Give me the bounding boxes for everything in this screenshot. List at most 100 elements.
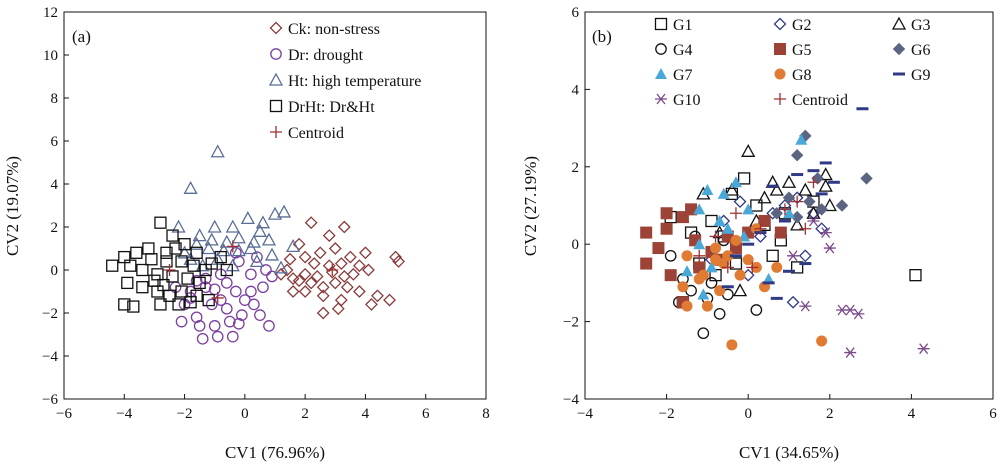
point-a-ck-9: [359, 246, 372, 260]
point-b-g10-0: [823, 242, 836, 254]
point-a-ck-4: [313, 246, 327, 260]
point-b-g6-0: [790, 148, 804, 162]
point-a-drht-18: [136, 281, 149, 294]
point-a-ht-23: [285, 238, 301, 253]
legend-b: G1 G2 G3 G4 G5 G6 G7 G8 G9 G10 Centroid: [654, 16, 931, 109]
point-a-ht-6: [252, 223, 268, 237]
y-tick-label-a-4: 2: [51, 220, 59, 236]
scatter-points-a: [106, 144, 406, 345]
point-b-g5-15: [685, 203, 698, 216]
point-a-dr-17: [226, 330, 239, 343]
point-a-drht-17: [121, 276, 134, 290]
point-b-g2-7: [754, 230, 767, 243]
point-a-ck-20: [352, 285, 366, 298]
point-b-centroid-8: [799, 222, 812, 235]
point-a-drht-36: [205, 257, 218, 270]
point-b-g5-5: [664, 269, 677, 282]
point-b-g3-8: [822, 198, 837, 212]
point-a-ht-7: [267, 206, 283, 220]
point-b-g6-6: [835, 199, 849, 212]
point-a-drht-9: [160, 255, 173, 268]
point-a-ck-24: [316, 289, 330, 303]
legend-label-b-g4: G4: [673, 42, 693, 59]
point-b-g1-0: [737, 172, 751, 185]
point-b-g8-19: [710, 254, 722, 266]
legend-marker-b-g5: [774, 43, 786, 55]
point-a-ck-36: [292, 274, 306, 288]
legend-marker-a-dr: [270, 48, 282, 60]
point-b-g8-13: [726, 339, 738, 351]
point-a-dr-33: [248, 298, 260, 311]
point-a-drht-25: [154, 298, 167, 311]
point-a-dr-9: [254, 309, 266, 321]
legend-label-a-ht: Ht: high temperature: [288, 73, 421, 90]
point-a-centroid-1: [211, 291, 224, 304]
point-a-drht-32: [148, 274, 161, 287]
point-b-g5-0: [640, 226, 653, 239]
point-b-g5-1: [660, 222, 673, 235]
point-a-ht-10: [243, 241, 258, 255]
point-b-g8-7: [681, 250, 693, 262]
legend-label-b-g8: G8: [792, 67, 812, 84]
point-b-g3-14: [732, 283, 748, 297]
point-b-g7-0: [795, 133, 808, 145]
legend-label-b-g9: G9: [911, 67, 931, 84]
point-a-drht-30: [220, 263, 233, 277]
point-b-g7-11: [762, 273, 775, 285]
point-a-ck-11: [334, 257, 348, 270]
x-tick-label-a-3: 0: [241, 406, 249, 422]
point-a-ht-5: [192, 228, 207, 242]
point-b-g8-8: [730, 234, 742, 246]
point-a-ck-7: [283, 252, 297, 266]
point-b-g7-13: [693, 238, 706, 250]
legend-marker-b-centroid: [774, 93, 786, 105]
point-a-ck-38: [337, 270, 351, 283]
point-b-g4-10: [750, 304, 763, 316]
legend-label-b-g1: G1: [673, 17, 693, 34]
point-a-dr-12: [208, 320, 221, 332]
point-b-g8-12: [677, 281, 689, 293]
point-a-ck-39: [307, 257, 321, 270]
legend-label-a-drht: DrHt: Dr&Ht: [288, 99, 375, 116]
chart-panel-a: −6 −4 −2 0 2 4 6 8 −6 −4 −2 0 2 4 6 8 10 12 (a) CV1 (76.9…: [3, 5, 490, 462]
point-a-ck-25: [298, 285, 312, 298]
point-a-drht-26: [172, 298, 185, 311]
point-b-g3-15: [769, 182, 784, 196]
tick-group-b: −4 −2 0 2 4 6 −4 −2 0 2 4 6: [563, 5, 997, 422]
point-a-drht-2: [178, 238, 191, 251]
point-b-g6-7: [770, 207, 783, 220]
point-a-ck-17: [316, 280, 330, 294]
point-b-g3-12: [790, 217, 805, 231]
point-a-ck-26: [286, 285, 300, 298]
point-b-g3-13: [818, 178, 833, 192]
point-a-drht-4: [142, 242, 155, 255]
x-tick-label-a-7: 8: [482, 406, 490, 422]
point-a-dr-21: [260, 264, 272, 276]
point-b-g10-5: [852, 308, 865, 320]
legend-label-b-g3: G3: [911, 17, 931, 34]
point-b-centroid-9: [778, 203, 791, 216]
point-a-dr-11: [193, 320, 206, 332]
point-a-ck-3: [328, 242, 342, 255]
y-tick-label-a-0: −6: [42, 392, 58, 408]
point-a-ht-9: [261, 232, 277, 246]
point-a-ht-13: [201, 241, 216, 255]
y-axis-label-a: CV2 (19.07%): [3, 156, 22, 256]
x-axis-label-a: CV1 (76.96%): [225, 443, 325, 462]
legend-label-b-g5: G5: [792, 42, 812, 59]
point-a-drht-24: [127, 300, 140, 313]
legend-marker-b-g7: [655, 68, 667, 79]
point-a-ck-14: [298, 267, 312, 281]
legend-a: Ck: non-stress Dr: drought Ht: high temper…: [268, 21, 421, 142]
point-a-ck-22: [383, 293, 396, 307]
point-a-ck-1: [322, 229, 336, 243]
point-b-g10-6: [844, 347, 857, 358]
y-tick-label-b-4: 4: [572, 82, 580, 98]
point-a-dr-28: [220, 277, 233, 289]
point-a-ck-13: [310, 270, 324, 283]
legend-label-a-centroid: Centroid: [288, 125, 344, 142]
legend-label-b-g2: G2: [792, 17, 812, 34]
point-b-g7-5: [713, 214, 726, 226]
point-a-drht-28: [202, 293, 215, 307]
y-tick-label-a-1: −4: [42, 349, 58, 365]
